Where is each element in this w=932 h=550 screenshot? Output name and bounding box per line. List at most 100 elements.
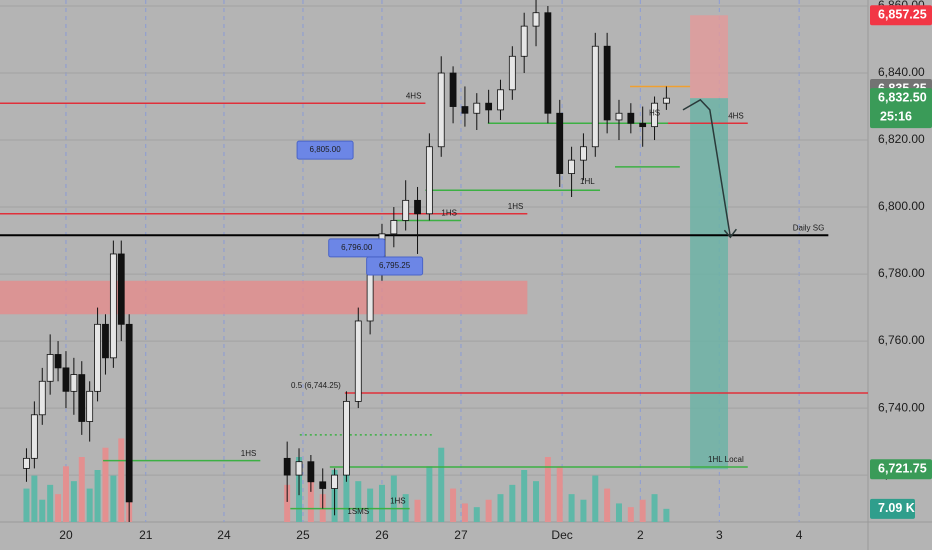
candle-body xyxy=(461,106,469,114)
volume-bar xyxy=(473,507,480,522)
candle-body xyxy=(23,457,30,469)
candle-body xyxy=(532,12,540,27)
volume-bar xyxy=(307,475,314,522)
level-label: 0.5 (6,744.25) xyxy=(291,381,341,390)
x-tick-label: 3 xyxy=(716,528,723,542)
candle-body xyxy=(603,45,611,121)
price-tag-label: 6,832.50 xyxy=(878,90,927,104)
callout-box xyxy=(366,256,424,276)
volume-bar xyxy=(592,475,599,522)
price-tag-label: 6,857.25 xyxy=(878,8,927,22)
candle-body xyxy=(437,72,445,148)
volume-bar xyxy=(604,488,611,522)
candle-body xyxy=(390,220,398,235)
candle-body xyxy=(343,400,350,476)
volume-bar xyxy=(102,447,109,522)
stop-zone xyxy=(690,15,729,99)
callout-box xyxy=(328,238,386,258)
x-tick-label: 4 xyxy=(796,528,803,542)
volume-bar xyxy=(450,488,457,522)
volume-bar xyxy=(580,499,587,522)
volume-bar xyxy=(544,457,551,522)
note: 1HL xyxy=(580,177,595,186)
candle-body xyxy=(520,25,528,57)
volume-bar xyxy=(639,499,646,522)
candle-body xyxy=(627,112,635,124)
candle-body xyxy=(497,89,504,111)
candle-body xyxy=(283,457,291,476)
candle-body xyxy=(651,102,658,128)
y-tick-label: 6,840.00 xyxy=(878,65,925,79)
projection-arrowhead xyxy=(723,228,737,239)
candle-body xyxy=(102,323,109,359)
candle-body xyxy=(449,72,457,107)
volume-bar xyxy=(367,488,374,522)
volume-bar xyxy=(39,499,46,522)
candle-body xyxy=(425,146,433,215)
candle-body xyxy=(615,112,623,121)
candle-body xyxy=(591,45,599,148)
volume-bar xyxy=(55,494,62,522)
volume-bar xyxy=(568,494,575,522)
x-tick-label: 26 xyxy=(375,528,389,542)
candle-body xyxy=(402,199,410,221)
x-tick-label: 24 xyxy=(217,528,231,542)
volume-bar xyxy=(461,503,468,522)
volume-tag-label: 7.09 K xyxy=(878,501,915,515)
candle-body xyxy=(125,323,133,503)
candle-body xyxy=(485,102,493,111)
candle-body xyxy=(94,323,101,392)
level-label: 1HS xyxy=(390,497,406,506)
candle-body xyxy=(38,380,46,416)
callout-label: 6,795.25 xyxy=(379,261,411,270)
candle-body xyxy=(473,102,481,114)
volume-bar xyxy=(485,499,492,522)
axes: 202124252627Dec2346,720.006,740.006,760.… xyxy=(59,0,932,542)
volume-bar xyxy=(86,488,93,522)
candle-body xyxy=(414,199,421,215)
volume-bar xyxy=(438,447,445,522)
projection-path xyxy=(682,98,732,238)
volume-bar xyxy=(70,481,77,522)
volume-bar xyxy=(509,484,516,522)
candle-body xyxy=(54,354,62,369)
x-tick-label: 20 xyxy=(59,528,73,542)
candle-body xyxy=(62,367,70,392)
volume-bar xyxy=(94,470,101,522)
volume-bar xyxy=(378,484,385,522)
candle-body xyxy=(319,481,327,489)
volume-bar xyxy=(521,470,528,522)
volume-bar xyxy=(284,484,291,522)
volume-bar xyxy=(533,481,540,522)
y-tick-label: 6,760.00 xyxy=(878,333,925,347)
note: 1SMS xyxy=(347,507,369,516)
level-label: 4HS xyxy=(728,111,744,120)
price-tag-label: 6,721.75 xyxy=(878,462,927,476)
candle-body xyxy=(662,97,670,104)
callout-label: 6,796.00 xyxy=(341,243,373,252)
level-label: 1HS xyxy=(441,209,457,218)
y-tick-label: 6,820.00 xyxy=(878,132,925,146)
volume-bar xyxy=(663,508,670,522)
volume-tag xyxy=(870,498,915,519)
volume-bar xyxy=(118,438,125,522)
volume-bar xyxy=(78,457,85,522)
volume-bar xyxy=(651,494,658,522)
candle-body xyxy=(580,146,587,161)
plot: 4HS 1HS Daily SG 1HS 1HS 1HL Local 0.5 (6,744.… xyxy=(0,0,868,522)
candle-body xyxy=(46,354,54,382)
volume-bar xyxy=(62,466,69,522)
y-tick-label: 6,800.00 xyxy=(878,199,925,213)
level-label: 1HS xyxy=(508,202,524,211)
volume-bar xyxy=(556,466,563,522)
candle-body xyxy=(78,374,86,422)
zone xyxy=(0,280,528,315)
volume-bar xyxy=(497,494,504,522)
x-tick-label: 27 xyxy=(454,528,468,542)
y-tick-label: 6,780.00 xyxy=(878,266,925,280)
volume-bar xyxy=(414,499,421,522)
volume-bar xyxy=(47,484,54,522)
x-tick-label: 25 xyxy=(296,528,310,542)
price-tag xyxy=(870,5,932,26)
